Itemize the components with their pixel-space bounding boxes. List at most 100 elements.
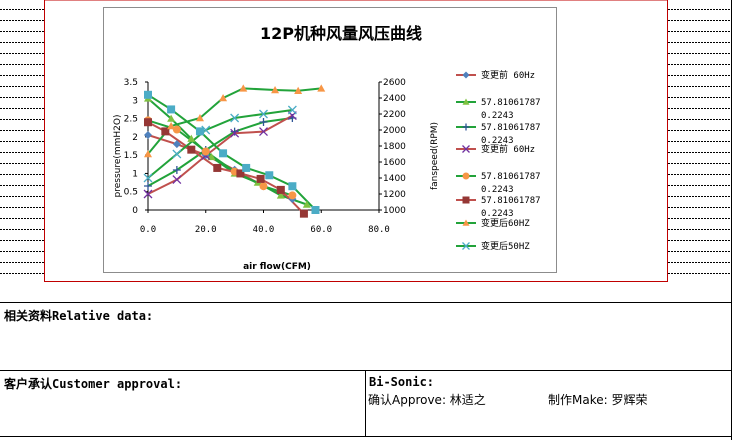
sheet-row-lines [0, 9, 731, 274]
y-right-tick-label: 2200 [383, 110, 406, 120]
x-tick-label: 80.0 [368, 225, 390, 235]
data-point [167, 122, 176, 130]
data-point [213, 163, 222, 172]
series-line [147, 87, 322, 155]
data-point [299, 209, 308, 218]
y-right-tick-label: 1600 [383, 158, 406, 168]
customer-approval-label: 客户承认Customer approval: [4, 377, 183, 391]
y-left-tick-label: 0.5 [124, 188, 138, 198]
x-tick-label: 60.0 [310, 225, 332, 235]
y-right-tick-label: 2600 [383, 78, 406, 88]
series-line [147, 109, 293, 179]
data-point [265, 171, 274, 180]
chart-title: 12P机种风量风压曲线 [260, 24, 422, 43]
data-point [302, 200, 311, 208]
data-point [207, 152, 216, 161]
data-point [144, 182, 152, 190]
data-point [143, 189, 153, 199]
data-point [317, 84, 326, 92]
x-tick-label: 0.0 [140, 225, 156, 235]
y-axis-right-label: fanspeed(RPM) [430, 122, 440, 190]
y-left-tick-label: 2 [132, 133, 138, 143]
data-point [201, 147, 210, 156]
data-point [462, 196, 470, 204]
data-point [259, 118, 268, 126]
data-point [462, 71, 470, 79]
y-left-tick-label: 3 [132, 96, 138, 106]
legend-label: 变更前 60Hz [481, 69, 535, 81]
data-point [271, 86, 280, 94]
y-left-tick-label: 1 [132, 169, 138, 179]
data-point [236, 169, 245, 178]
data-point [172, 166, 181, 174]
y-right-tick-label: 2400 [383, 94, 406, 104]
data-point [288, 191, 297, 200]
data-point [167, 114, 176, 122]
data-point [144, 150, 152, 158]
y-right-tick-label: 1200 [383, 190, 406, 200]
data-point [287, 105, 297, 115]
data-point [219, 149, 228, 158]
approve-label: 确认Approve: 林适之 [368, 393, 486, 407]
data-point [143, 173, 153, 183]
chart-area[interactable]: 12P机种风量风压曲线 0 0.5 1 1.5 2 2.5 3 3.5 1000 1200 140… [103, 7, 557, 273]
series-line [147, 117, 293, 187]
y-right-tick-label: 2000 [383, 126, 406, 136]
relative-data-label: 相关资料Relative data: [4, 309, 154, 323]
company-name: Bi-Sonic: [369, 375, 435, 389]
data-point [172, 125, 181, 134]
data-point [172, 175, 182, 185]
data-point [276, 191, 285, 199]
legend-label: 57.81061787 0.2243 [481, 172, 541, 195]
data-point [276, 185, 285, 194]
legend-label: 57.81061787 0.2243 [481, 123, 541, 146]
data-point [462, 242, 470, 250]
y-left-tick-label: 0 [132, 206, 138, 216]
data-point [144, 118, 152, 127]
data-point [294, 86, 303, 94]
y-right-tick-label: 1800 [383, 142, 406, 152]
y-left-tick-label: 3.5 [124, 78, 138, 88]
data-point [195, 127, 204, 136]
data-point [462, 219, 470, 226]
make-label: 制作Make: 罗辉荣 [548, 393, 648, 407]
data-point [172, 149, 182, 159]
data-point [161, 127, 170, 136]
data-point [230, 127, 239, 136]
data-point [242, 163, 251, 172]
data-point [462, 145, 470, 153]
data-point [311, 206, 320, 214]
data-point [462, 123, 470, 131]
data-point [256, 174, 265, 183]
data-point [144, 131, 152, 140]
data-point [259, 127, 268, 137]
data-point [259, 109, 268, 119]
y-axis-left-label: pressure(mmH2O) [113, 114, 123, 197]
data-point [462, 172, 470, 180]
data-point [219, 94, 228, 102]
series-line [147, 114, 293, 195]
data-point [187, 134, 196, 142]
data-point [195, 114, 204, 122]
data-point [230, 113, 240, 123]
legend-label: 变更后60HZ [481, 217, 530, 229]
data-point [230, 128, 240, 138]
data-point [462, 98, 470, 105]
legend-label: 变更后50HZ [481, 240, 530, 252]
legend-label: 57.81061787 0.2243 [481, 98, 541, 121]
data-point [259, 182, 268, 191]
data-point [167, 105, 176, 114]
data-point [187, 145, 196, 154]
y-right-tick-label: 1400 [383, 174, 406, 184]
y-left-tick-label: 2.5 [124, 115, 138, 125]
legend-label: 57.81061787 0.2243 [481, 196, 541, 219]
data-point [239, 84, 248, 92]
x-tick-label: 20.0 [195, 225, 217, 235]
legend-label: 变更前 60Hz [481, 143, 535, 155]
x-tick-label: 40.0 [253, 225, 275, 235]
data-point [288, 182, 297, 191]
data-point [172, 140, 181, 149]
y-right-tick-label: 1000 [383, 206, 406, 216]
y-left-tick-label: 1.5 [124, 151, 138, 161]
